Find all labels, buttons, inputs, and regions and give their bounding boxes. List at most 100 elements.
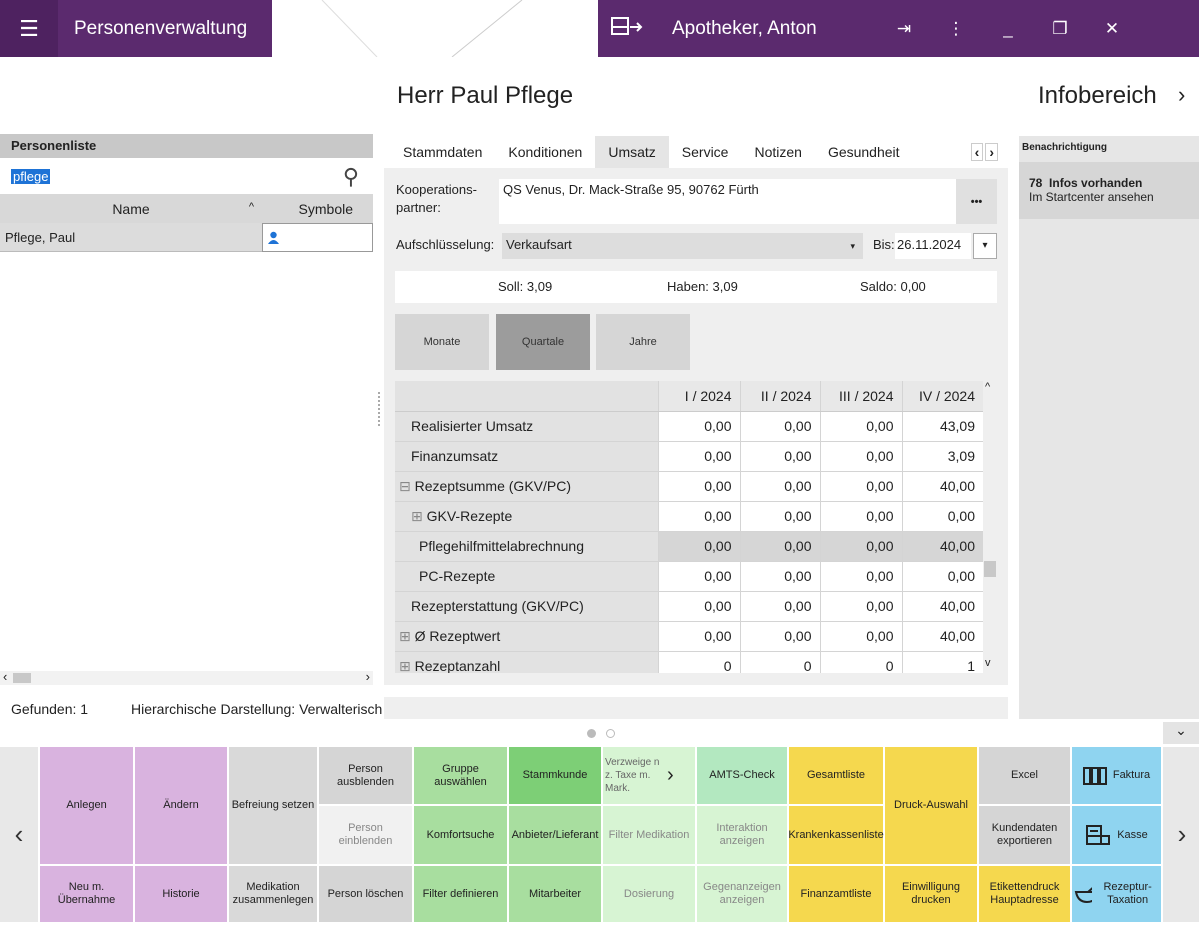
table-cell[interactable]: 0,00 (819, 621, 902, 652)
splitter-handle[interactable] (378, 392, 380, 426)
table-cell[interactable]: 0,00 (657, 591, 740, 622)
expand-toggle-icon[interactable]: ⊞ (399, 657, 415, 674)
table-cell[interactable]: 0,00 (739, 591, 820, 622)
table-cell[interactable]: 0,00 (739, 621, 820, 652)
einwilligung-drucken-button[interactable]: Einwilligung drucken (885, 866, 977, 922)
etikettendruck-button[interactable]: Etikettendruck Hauptadresse (979, 866, 1070, 922)
expand-toggle-icon[interactable]: ⊟ (399, 477, 415, 494)
collapse-toolbar-icon[interactable]: ⌄ (1163, 722, 1199, 744)
jahre-button[interactable]: Jahre (596, 314, 690, 370)
anbieter-lieferant-button[interactable]: Anbieter/Lieferant (509, 806, 601, 864)
table-cell[interactable]: 3,09 (901, 441, 983, 472)
table-cell[interactable]: 0,00 (739, 531, 820, 562)
table-cell[interactable]: 0,00 (657, 441, 740, 472)
startcenter-link[interactable]: Im Startcenter ansehen (1029, 190, 1154, 204)
komfortsuche-button[interactable]: Komfortsuche (414, 806, 507, 864)
table-cell[interactable]: 0,00 (901, 501, 983, 532)
medikation-zusammenlegen-button[interactable]: Medikation zusammenlegen (229, 866, 317, 922)
filter-medikation-button[interactable]: Filter Medikation (603, 806, 695, 864)
table-cell[interactable]: 0,00 (819, 591, 902, 622)
faktura-button[interactable]: Faktura (1072, 747, 1161, 804)
verzweigen-button[interactable]: Verzweige n z. Taxe m. Mark. › (603, 747, 695, 804)
table-row[interactable]: ⊞ Ø Rezeptwert 0,00 0,00 0,00 40,00 (395, 621, 983, 652)
expand-toggle-icon[interactable]: ⊞ (399, 627, 415, 644)
search-input[interactable]: pflege (11, 168, 51, 184)
table-cell[interactable]: 1 (901, 651, 983, 673)
monate-button[interactable]: Monate (395, 314, 489, 370)
column-header[interactable]: III / 2024 (819, 381, 902, 412)
tab-gesundheit[interactable]: Gesundheit (827, 144, 900, 160)
dosierung-button[interactable]: Dosierung (603, 866, 695, 922)
excel-button[interactable]: Excel (979, 747, 1070, 804)
table-cell[interactable]: 0,00 (819, 471, 902, 502)
table-cell[interactable]: 0,00 (739, 561, 820, 592)
tab-stammdaten[interactable]: Stammdaten (403, 144, 483, 160)
tab-notizen[interactable]: Notizen (754, 144, 802, 160)
stammkunde-button[interactable]: Stammkunde (509, 747, 601, 804)
table-cell[interactable]: 0,00 (739, 501, 820, 532)
toolbar-next-icon[interactable]: › (1163, 747, 1199, 922)
tab-umsatz[interactable]: Umsatz (595, 136, 669, 168)
table-row[interactable]: Finanzumsatz 0,00 0,00 0,00 3,09 (395, 441, 983, 472)
table-cell[interactable]: 40,00 (901, 531, 983, 562)
table-cell[interactable]: 0,00 (657, 531, 740, 562)
table-cell[interactable]: 0,00 (819, 441, 902, 472)
date-picker-icon[interactable]: ▾ (973, 233, 997, 259)
table-row[interactable]: Pflegehilfmittelabrechnung 0,00 0,00 0,00 40… (395, 531, 983, 562)
table-cell[interactable]: 0,00 (657, 471, 740, 502)
switch-user-icon[interactable] (598, 15, 656, 42)
restore-icon[interactable]: ❐ (1052, 18, 1068, 38)
befreiung-button[interactable]: Befreiung setzen (229, 747, 317, 864)
scroll-up-icon[interactable]: ^ (985, 381, 991, 393)
scroll-thumb[interactable] (984, 561, 996, 577)
gruppe-auswaehlen-button[interactable]: Gruppe auswählen (414, 747, 507, 804)
kooperations-field[interactable]: QS Venus, Dr. Mack-Straße 95, 90762 Fürt… (499, 179, 956, 224)
scroll-thumb[interactable] (13, 673, 31, 683)
scroll-left-icon[interactable]: ‹ (3, 669, 8, 684)
table-cell[interactable]: 0,00 (739, 441, 820, 472)
historie-button[interactable]: Historie (135, 866, 227, 922)
rezeptur-taxation-button[interactable]: Rezeptur-Taxation (1072, 866, 1161, 922)
column-header[interactable]: I / 2024 (657, 381, 740, 412)
column-header[interactable]: IV / 2024 (901, 381, 983, 412)
table-cell[interactable]: 40,00 (901, 591, 983, 622)
table-cell[interactable]: 0,00 (901, 561, 983, 592)
anlegen-button[interactable]: Anlegen (40, 747, 133, 864)
page-dot[interactable] (606, 729, 615, 738)
table-cell[interactable]: 0,00 (819, 411, 902, 442)
tab-service[interactable]: Service (681, 144, 729, 160)
table-cell[interactable]: 0,00 (819, 561, 902, 592)
scroll-down-icon[interactable]: v (985, 657, 991, 669)
tab-next-icon[interactable]: › (985, 143, 998, 161)
table-cell[interactable]: 40,00 (901, 471, 983, 502)
table-cell[interactable]: 0,00 (657, 501, 740, 532)
table-row[interactable]: ⊞ Rezeptanzahl 0 0 0 1 (395, 651, 983, 673)
list-item[interactable]: Pflege, Paul (0, 222, 373, 252)
kooperations-more-button[interactable]: ••• (956, 179, 997, 224)
logout-icon[interactable]: ⇥ (896, 18, 912, 38)
filter-definieren-button[interactable]: Filter definieren (414, 866, 507, 922)
person-einblenden-button[interactable]: Person einblenden (319, 806, 412, 864)
interaktion-button[interactable]: Interaktion anzeigen (697, 806, 787, 864)
table-cell[interactable]: 0,00 (739, 471, 820, 502)
gegenanzeigen-button[interactable]: Gegenanzeigen anzeigen (697, 866, 787, 922)
minimize-icon[interactable]: _ (1003, 18, 1013, 38)
table-scrollbar[interactable]: ^ v (983, 381, 997, 673)
table-cell[interactable]: 0,00 (657, 621, 740, 652)
search-icon[interactable]: ⚲ (342, 164, 359, 189)
search-field[interactable]: pflege ⚲ (0, 158, 373, 194)
table-cell[interactable]: 0,00 (819, 501, 902, 532)
neu-uebernahme-button[interactable]: Neu m. Übernahme (40, 866, 133, 922)
table-cell[interactable]: 0 (739, 651, 820, 673)
mitarbeiter-button[interactable]: Mitarbeiter (509, 866, 601, 922)
table-cell[interactable]: 0,00 (657, 411, 740, 442)
bis-date-input[interactable]: 26.11.2024 (895, 233, 971, 259)
horizontal-scrollbar[interactable]: ‹ › (0, 669, 373, 685)
kasse-button[interactable]: Kasse (1072, 806, 1161, 864)
page-dot-active[interactable] (587, 729, 596, 738)
table-row[interactable]: ⊟ Rezeptsumme (GKV/PC) 0,00 0,00 0,00 40,00 (395, 471, 983, 502)
hamburger-menu-icon[interactable]: ☰ (0, 0, 58, 57)
finanzamtliste-button[interactable]: Finanzamtliste (789, 866, 883, 922)
amts-check-button[interactable]: AMTS-Check (697, 747, 787, 804)
quartale-button[interactable]: Quartale (496, 314, 590, 370)
